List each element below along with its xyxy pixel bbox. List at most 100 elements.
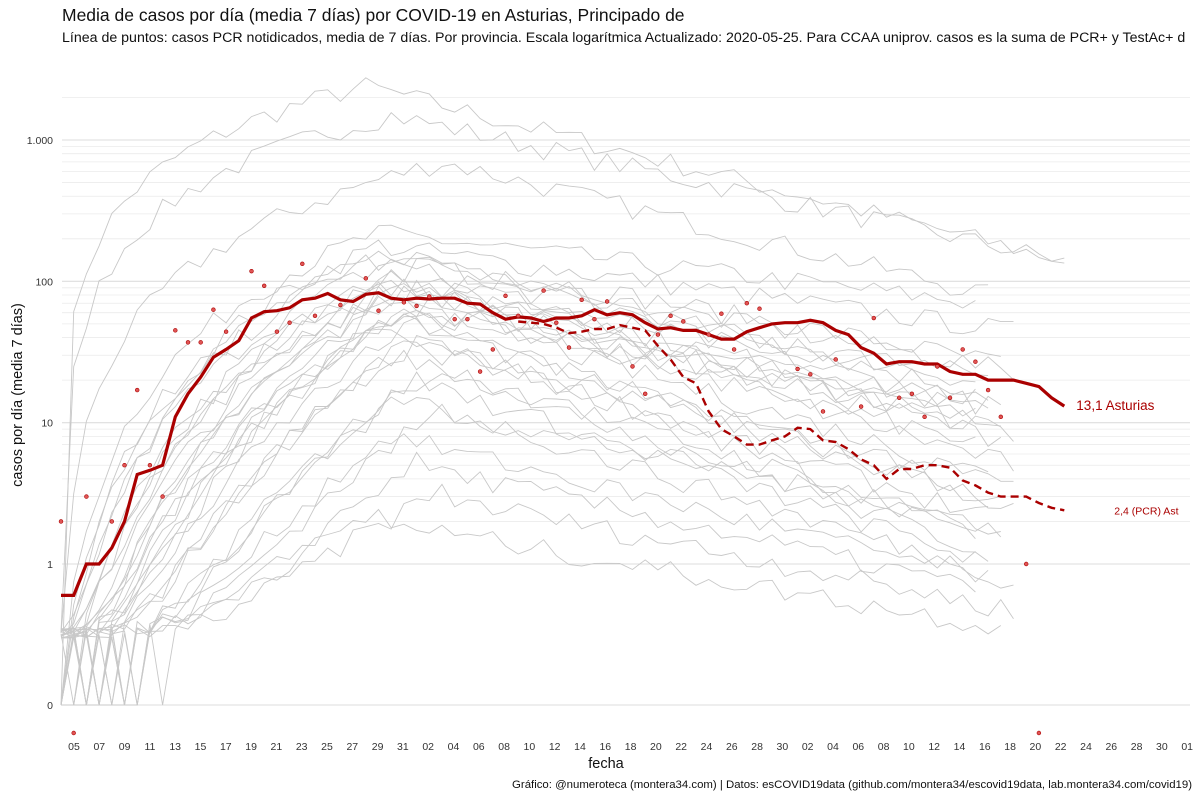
daily-case-point <box>477 369 483 374</box>
background-province-line <box>60 483 1014 706</box>
daily-case-point <box>973 359 978 364</box>
background-province-line <box>60 224 976 706</box>
daily-case-point <box>795 366 800 372</box>
daily-case-point <box>58 519 64 524</box>
x-tick-label: 02 <box>802 741 814 753</box>
x-tick-label: 16 <box>979 741 991 753</box>
background-province-line <box>60 112 1065 632</box>
daily-case-point <box>554 320 559 325</box>
daily-case-point <box>706 332 711 337</box>
daily-case-point <box>160 494 165 499</box>
y-tick-label: 1 <box>47 559 53 571</box>
daily-case-point <box>604 299 610 304</box>
background-province-line <box>60 371 976 706</box>
daily-case-point <box>998 414 1003 420</box>
daily-case-point <box>731 347 737 352</box>
daily-case-point <box>376 308 381 313</box>
x-tick-label: 08 <box>498 741 510 753</box>
daily-case-point <box>427 294 432 299</box>
background-province-line <box>60 162 989 634</box>
daily-case-point <box>465 316 470 322</box>
x-tick-label: 14 <box>574 741 586 753</box>
background-province-line <box>60 296 1014 636</box>
daily-case-point <box>249 268 254 274</box>
daily-case-point <box>744 301 749 306</box>
daily-case-point <box>122 463 127 468</box>
x-tick-label: 30 <box>1156 741 1168 753</box>
x-tick-label: 31 <box>397 741 409 753</box>
background-province-line <box>60 269 1002 706</box>
daily-case-point <box>630 364 635 369</box>
background-province-line <box>60 433 989 706</box>
daily-case-point <box>655 332 661 337</box>
y-tick-label: 100 <box>35 276 53 288</box>
daily-case-point <box>719 311 724 316</box>
x-tick-label: 22 <box>1055 741 1067 753</box>
daily-case-point <box>312 313 318 319</box>
x-tick-label: 10 <box>524 741 536 753</box>
highlight-layer: 13,1 Asturias 2,4 (PCR) Ast <box>58 261 1179 736</box>
background-province-line <box>61 285 976 706</box>
x-tick-label: 22 <box>675 741 687 753</box>
daily-case-point <box>223 329 229 334</box>
x-tick-label: 15 <box>195 741 207 753</box>
x-tick-label: 12 <box>549 741 561 753</box>
total-series-line <box>61 291 1066 597</box>
daily-case-point <box>452 316 457 322</box>
x-tick-label: 17 <box>220 741 232 753</box>
x-tick-label: 19 <box>245 741 257 753</box>
daily-case-point <box>338 302 343 308</box>
daily-case-point <box>363 276 368 281</box>
chart-caption: Gráfico: @numeroteca (montera34.com) | D… <box>512 779 1192 791</box>
daily-case-point <box>808 372 813 377</box>
x-tick-label: 11 <box>144 741 155 753</box>
daily-case-point <box>947 395 953 400</box>
background-province-line <box>60 296 1001 633</box>
background-province-line <box>60 239 1014 706</box>
background-province-lines <box>60 77 1065 706</box>
chart-title: Media de casos por día (media 7 días) po… <box>62 5 685 25</box>
x-tick-label: 25 <box>321 741 333 753</box>
background-province-line <box>60 254 976 636</box>
daily-case-point <box>173 328 178 333</box>
daily-case-point <box>820 409 826 414</box>
x-tick-label: 04 <box>827 741 839 753</box>
x-tick-label: 16 <box>599 741 611 753</box>
pcr-series-line <box>518 320 1065 512</box>
daily-case-point <box>185 340 191 345</box>
x-tick-label: 02 <box>422 741 434 753</box>
background-province-line <box>60 340 1014 706</box>
background-province-line <box>61 283 976 706</box>
daily-case-point <box>985 387 991 393</box>
background-province-line <box>60 396 1014 706</box>
x-tick-label: 06 <box>852 741 864 753</box>
background-province-line <box>60 316 1001 706</box>
x-tick-label: 07 <box>93 741 105 753</box>
x-tick-label: 09 <box>119 741 131 753</box>
daily-case-point <box>414 303 419 309</box>
total-series-label: 13,1 Asturias <box>1076 398 1154 413</box>
daily-case-point <box>147 463 153 468</box>
daily-case-point <box>922 414 927 420</box>
background-province-line <box>60 403 1001 706</box>
daily-case-point <box>668 313 673 319</box>
daily-case-point <box>84 494 89 499</box>
background-province-line <box>60 334 976 706</box>
x-tick-label: 21 <box>271 741 283 753</box>
background-province-line <box>60 258 1014 636</box>
y-tick-label: 10 <box>41 418 53 430</box>
background-province-line <box>60 279 989 638</box>
daily-case-point <box>579 297 584 303</box>
daily-case-point <box>274 329 280 334</box>
x-tick-label: 20 <box>1030 741 1042 753</box>
x-tick-label: 26 <box>726 741 738 753</box>
x-tick-label: 28 <box>751 741 763 753</box>
daily-case-point <box>935 364 940 369</box>
daily-case-point <box>592 316 597 322</box>
daily-case-point <box>566 345 572 350</box>
background-province-line <box>60 313 1014 706</box>
daily-case-point <box>909 391 915 397</box>
background-province-line <box>60 369 989 639</box>
daily-case-point <box>300 261 305 267</box>
